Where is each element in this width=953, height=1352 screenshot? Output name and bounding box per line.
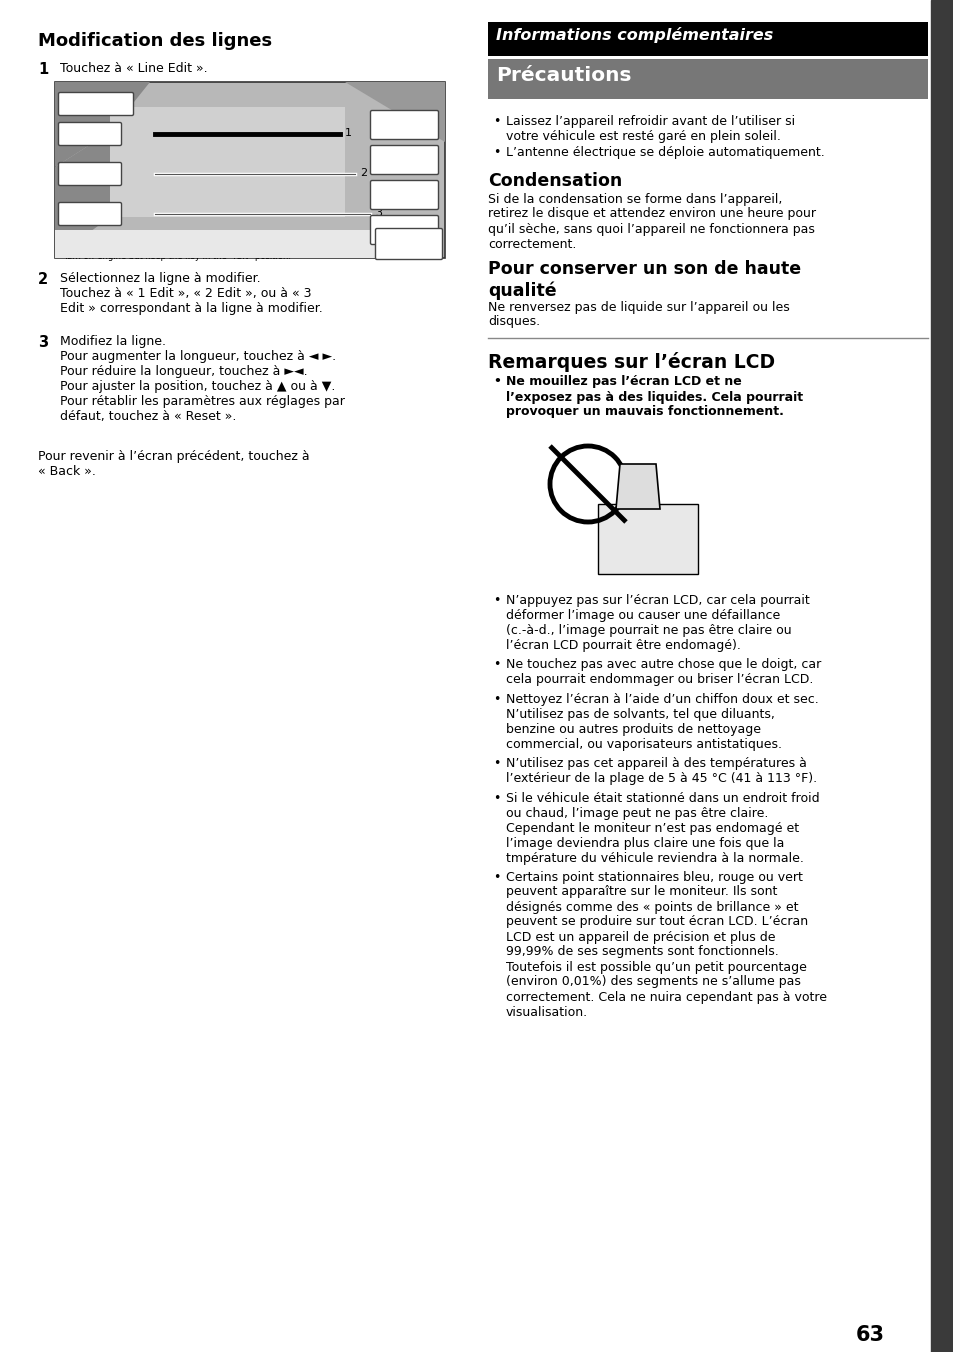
Text: Ne mouillez pas l’écran LCD et ne
l’exposez pas à des liquides. Cela pourrait
pr: Ne mouillez pas l’écran LCD et ne l’expo… — [505, 376, 802, 419]
Text: ◄ ►: ◄ ► — [393, 115, 416, 128]
Polygon shape — [616, 464, 659, 508]
Text: ▼: ▼ — [399, 220, 409, 233]
Text: 2: 2 — [359, 168, 367, 178]
Text: Modification des lignes: Modification des lignes — [38, 32, 272, 50]
Text: 63: 63 — [855, 1325, 884, 1345]
Text: •: • — [493, 658, 500, 671]
Text: •: • — [493, 376, 500, 388]
Text: Laissez l’appareil refroidir avant de l’utiliser si
votre véhicule est resté gar: Laissez l’appareil refroidir avant de l’… — [505, 115, 794, 143]
Bar — [598, 504, 698, 575]
FancyBboxPatch shape — [375, 228, 442, 260]
Text: L’antenne électrique se déploie automatiquement.: L’antenne électrique se déploie automati… — [505, 146, 824, 160]
FancyBboxPatch shape — [370, 146, 438, 174]
Bar — [488, 22, 927, 55]
Text: Informations complémentaires: Informations complémentaires — [496, 27, 773, 43]
FancyBboxPatch shape — [370, 181, 438, 210]
Text: ► ◄: ► ◄ — [393, 150, 416, 164]
Text: ▲: ▲ — [399, 185, 409, 197]
Text: •: • — [493, 757, 500, 771]
Polygon shape — [55, 82, 150, 168]
Text: Précautions: Précautions — [496, 66, 631, 85]
Polygon shape — [55, 132, 110, 258]
Text: 1: 1 — [345, 128, 352, 138]
Text: •: • — [493, 694, 500, 706]
Text: ↩ Back: ↩ Back — [80, 96, 121, 105]
Text: Remarques sur l’écran LCD: Remarques sur l’écran LCD — [488, 352, 774, 372]
FancyBboxPatch shape — [58, 92, 133, 115]
Polygon shape — [345, 82, 444, 142]
Bar — [930, 0, 953, 1352]
Text: N’utilisez pas cet appareil à des températures à
l’extérieur de la plage de 5 à : N’utilisez pas cet appareil à des tempér… — [505, 757, 817, 786]
Text: Si le véhicule était stationné dans un endroit froid
ou chaud, l’image peut ne p: Si le véhicule était stationné dans un e… — [505, 792, 819, 865]
Bar — [55, 82, 444, 258]
Bar — [110, 107, 345, 218]
FancyBboxPatch shape — [58, 203, 121, 226]
Text: •: • — [493, 115, 500, 128]
Text: 2 Edit: 2 Edit — [72, 166, 107, 176]
Text: 3: 3 — [375, 208, 381, 218]
Text: Ne touchez pas avec autre chose que le doigt, car
cela pourrait endommager ou br: Ne touchez pas avec autre chose que le d… — [505, 658, 821, 685]
Text: •: • — [493, 871, 500, 883]
Text: Si de la condensation se forme dans l’appareil,
retirez le disque et attendez en: Si de la condensation se forme dans l’ap… — [488, 192, 815, 250]
Text: Condensation: Condensation — [488, 173, 621, 191]
FancyBboxPatch shape — [58, 123, 121, 146]
Text: 3 Edit: 3 Edit — [72, 206, 107, 216]
Text: Pour conserver un son de haute
qualité: Pour conserver un son de haute qualité — [488, 261, 801, 300]
Text: 1: 1 — [38, 62, 49, 77]
Text: 3: 3 — [38, 335, 48, 350]
Text: Certains point stationnaires bleu, rouge ou vert
peuvent apparaître sur le monit: Certains point stationnaires bleu, rouge… — [505, 871, 826, 1018]
Text: •: • — [493, 594, 500, 607]
Text: Ne renversez pas de liquide sur l’appareil ou les
disques.: Ne renversez pas de liquide sur l’appare… — [488, 300, 789, 329]
FancyBboxPatch shape — [58, 162, 121, 185]
Text: •: • — [493, 792, 500, 804]
Bar — [488, 59, 927, 99]
Text: Reset: Reset — [391, 251, 426, 262]
FancyBboxPatch shape — [370, 111, 438, 139]
Text: 1 Edit: 1 Edit — [72, 126, 107, 137]
Text: •: • — [493, 146, 500, 160]
Bar — [55, 230, 375, 258]
Text: 2: 2 — [38, 272, 48, 287]
Text: N’appuyez pas sur l’écran LCD, car cela pourrait
déformer l’image ou causer une : N’appuyez pas sur l’écran LCD, car cela … — [505, 594, 809, 652]
Text: Pour revenir à l’écran précédent, touchez à
« Back ».: Pour revenir à l’écran précédent, touche… — [38, 450, 310, 479]
Text: Turn off engine but keep the key in the "IGN" position.: Turn off engine but keep the key in the … — [63, 251, 291, 261]
Text: Touchez à « Line Edit ».: Touchez à « Line Edit ». — [60, 62, 208, 74]
Text: Nettoyez l’écran à l’aide d’un chiffon doux et sec.
N’utilisez pas de solvants, : Nettoyez l’écran à l’aide d’un chiffon d… — [505, 694, 818, 750]
Text: Modifiez la ligne.
Pour augmenter la longueur, touchez à ◄ ►.
Pour réduire la lo: Modifiez la ligne. Pour augmenter la lon… — [60, 335, 345, 423]
Text: Sélectionnez la ligne à modifier.
Touchez à « 1 Edit », « 2 Edit », ou à « 3
Edi: Sélectionnez la ligne à modifier. Touche… — [60, 272, 322, 315]
FancyBboxPatch shape — [370, 215, 438, 245]
